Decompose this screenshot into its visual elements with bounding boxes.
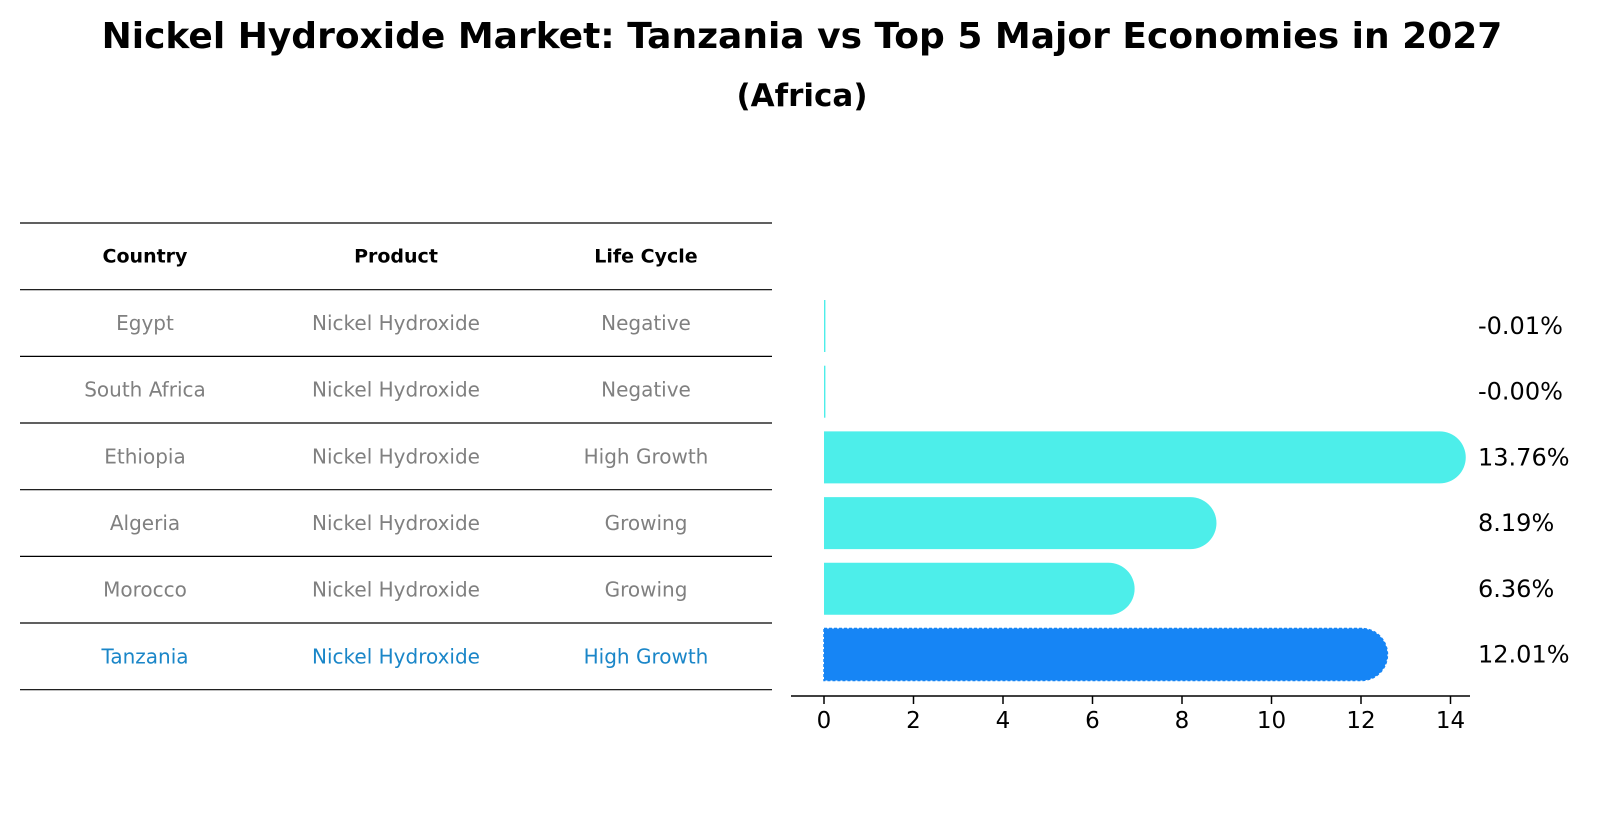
table-cell-product: Nickel Hydroxide <box>312 311 480 335</box>
x-tick-label: 0 <box>817 708 832 734</box>
x-axis: 0 2 4 6 8 10 12 14 <box>791 695 1470 734</box>
table-row: Tanzania Nickel Hydroxide High Growth <box>100 644 708 668</box>
x-tick-label: 14 <box>1436 708 1465 734</box>
table-cell-product: Nickel Hydroxide <box>312 378 480 402</box>
bar-group: 8.19% <box>824 497 1554 550</box>
bar <box>824 300 826 352</box>
x-tick-label: 10 <box>1257 708 1286 734</box>
table-cell-country: Egypt <box>116 311 174 335</box>
x-tick-label: 4 <box>996 708 1011 734</box>
product-header: Product <box>354 245 438 267</box>
table-cell-product: Nickel Hydroxide <box>312 644 480 668</box>
table-cell-life-cycle: Growing <box>605 578 688 602</box>
table-row: South Africa Nickel Hydroxide Negative <box>84 378 691 402</box>
table-cell-life-cycle: High Growth <box>584 444 709 468</box>
table-cell-life-cycle: Negative <box>601 378 691 402</box>
bar-value-label: 12.01% <box>1478 641 1570 669</box>
table-cell-country: Morocco <box>103 578 187 602</box>
table-cell-life-cycle: High Growth <box>584 644 709 668</box>
x-tick-label: 12 <box>1346 708 1375 734</box>
life-cycle-header: Life Cycle <box>594 245 697 267</box>
chart-subtitle: (Africa) <box>736 78 868 114</box>
table-cell-product: Nickel Hydroxide <box>312 578 480 602</box>
bar-value-label: -0.01% <box>1478 312 1563 340</box>
x-tick-label: 2 <box>906 708 921 734</box>
table-cell-product: Nickel Hydroxide <box>312 444 480 468</box>
bar <box>824 497 1217 550</box>
table-cell-life-cycle: Growing <box>605 511 688 535</box>
bar <box>824 431 1466 484</box>
table-cell-life-cycle: Negative <box>601 311 691 335</box>
bar-group: -0.01% <box>824 300 1563 352</box>
table-cell-country: Tanzania <box>100 644 188 668</box>
bar <box>823 627 1389 682</box>
bar-group: 12.01% <box>823 627 1570 682</box>
x-tick-label: 6 <box>1085 708 1100 734</box>
table-row: Ethiopia Nickel Hydroxide High Growth <box>104 444 708 468</box>
x-tick-label: 8 <box>1175 708 1190 734</box>
table-cell-product: Nickel Hydroxide <box>312 511 480 535</box>
table-row: Egypt Nickel Hydroxide Negative <box>116 311 691 335</box>
table-cell-country: Algeria <box>110 511 180 535</box>
chart-title: Nickel Hydroxide Market: Tanzania vs Top… <box>101 16 1503 57</box>
table-row: Morocco Nickel Hydroxide Growing <box>103 578 687 602</box>
bar-group: 13.76% <box>824 431 1570 484</box>
bar-group: 6.36% <box>824 562 1554 615</box>
bar <box>824 365 826 418</box>
data-table: Country Product Life Cycle Egypt Nickel Hydr… <box>20 222 772 691</box>
bar-chart: -0.01% -0.00% 13.76% 8.19% 6.36% 12.01% <box>823 300 1570 682</box>
bar-value-label: -0.00% <box>1478 378 1563 406</box>
bar-group: -0.00% <box>824 365 1563 418</box>
bar <box>824 562 1135 615</box>
table-row: Algeria Nickel Hydroxide Growing <box>110 511 688 535</box>
bar-value-label: 8.19% <box>1478 509 1554 537</box>
bar-value-label: 6.36% <box>1478 575 1554 603</box>
table-cell-country: Ethiopia <box>104 444 185 468</box>
country-header: Country <box>103 245 189 267</box>
bar-value-label: 13.76% <box>1478 443 1570 471</box>
table-cell-country: South Africa <box>84 378 206 402</box>
